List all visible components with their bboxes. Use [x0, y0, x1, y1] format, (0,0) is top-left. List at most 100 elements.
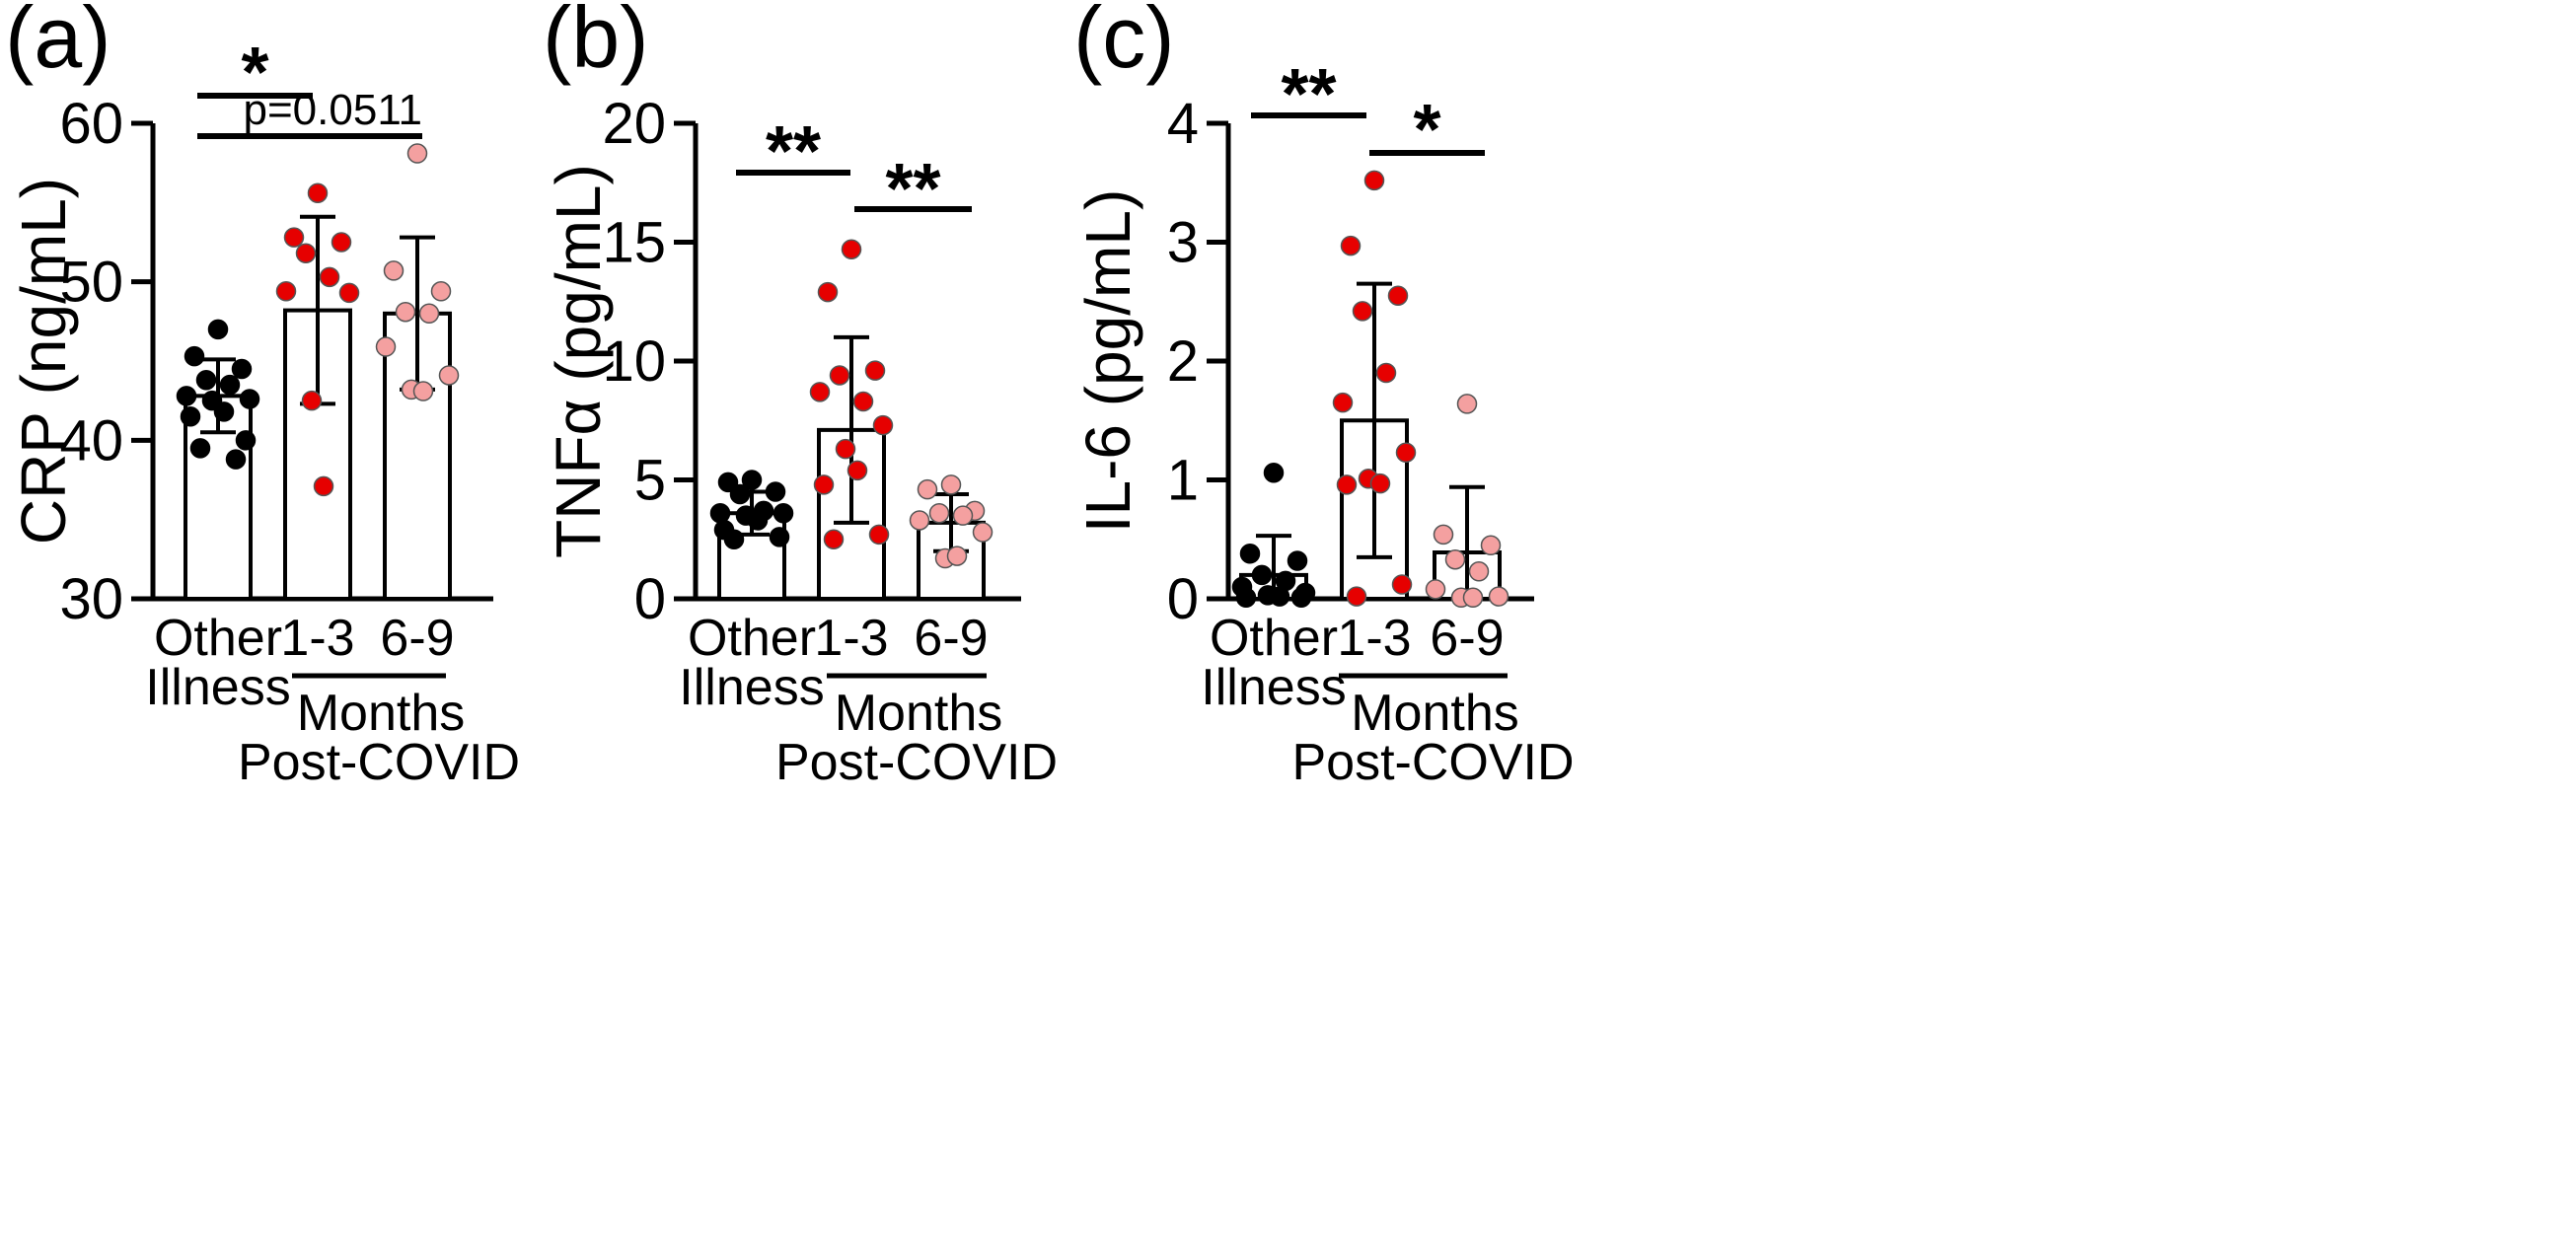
y-tick-label: 60 — [59, 92, 123, 156]
data-point — [1290, 587, 1312, 609]
group-label: Months — [835, 685, 1003, 742]
data-point — [301, 390, 323, 411]
data-point — [1346, 586, 1367, 607]
data-point — [872, 414, 894, 436]
panel-label: (b) — [543, 0, 649, 86]
data-point — [1462, 587, 1484, 609]
data-point — [841, 239, 862, 259]
y-tick-label: 1 — [1167, 449, 1199, 513]
data-point — [1369, 473, 1391, 494]
y-tick-label: 40 — [59, 408, 123, 473]
y-tick-label: 0 — [1167, 567, 1199, 631]
y-tick-label: 4 — [1167, 92, 1199, 156]
data-point — [176, 386, 197, 406]
bar-2 — [1340, 418, 1409, 601]
data-point — [213, 401, 235, 422]
data-point — [1363, 170, 1385, 191]
data-point — [207, 319, 229, 340]
category-label: 6-9 — [1430, 610, 1504, 667]
panel-label: (c) — [1073, 0, 1175, 86]
category-label: 6-9 — [914, 610, 988, 667]
data-point — [189, 438, 211, 459]
data-point — [1433, 524, 1454, 546]
y-tick-label: 10 — [602, 329, 666, 394]
data-point — [747, 510, 769, 531]
data-point — [313, 475, 334, 497]
significance-marker: ** — [1281, 55, 1336, 134]
category-label: Other — [154, 610, 282, 667]
data-point — [1387, 285, 1409, 306]
data-point — [769, 527, 790, 547]
group-label: Post-COVID — [775, 734, 1058, 791]
data-point — [1251, 564, 1273, 586]
category-label: Other — [1210, 610, 1338, 667]
data-point — [307, 182, 329, 203]
data-point — [412, 381, 434, 401]
data-point — [817, 281, 839, 303]
data-point — [1391, 574, 1413, 595]
y-tick-label: 50 — [59, 251, 123, 315]
category-label: 1-3 — [1337, 610, 1411, 667]
category-label: 1-3 — [280, 610, 354, 667]
data-point — [1468, 561, 1490, 582]
y-tick-label: 0 — [634, 567, 666, 631]
data-point — [1395, 442, 1417, 464]
data-point — [765, 481, 786, 502]
data-point — [1456, 394, 1478, 414]
y-tick-label: 30 — [59, 567, 123, 631]
data-point — [1269, 586, 1290, 607]
data-point — [940, 474, 962, 495]
data-point — [1336, 474, 1358, 495]
data-point — [823, 529, 845, 549]
data-point — [235, 430, 257, 451]
data-point — [1235, 587, 1257, 609]
data-point — [829, 365, 850, 386]
group-label: Months — [1351, 685, 1519, 742]
y-tick-label: 3 — [1167, 211, 1199, 275]
data-point — [438, 365, 460, 386]
data-point — [295, 243, 317, 263]
data-point — [1287, 550, 1308, 571]
data-point — [283, 227, 305, 248]
category-label: Illness — [679, 659, 824, 716]
y-tick-label: 2 — [1167, 329, 1199, 394]
data-point — [406, 143, 428, 164]
data-point — [868, 524, 890, 546]
data-point — [418, 303, 440, 325]
data-point — [338, 282, 360, 304]
data-point — [928, 502, 950, 524]
data-point — [1263, 463, 1285, 483]
data-point — [709, 502, 731, 524]
data-point — [184, 345, 205, 367]
data-point — [180, 405, 201, 427]
data-point — [231, 358, 253, 380]
data-point — [239, 389, 260, 409]
data-point — [195, 370, 217, 391]
category-label: Other — [688, 610, 816, 667]
data-point — [946, 546, 968, 566]
data-point — [729, 483, 751, 505]
data-point — [430, 281, 452, 302]
data-point — [846, 460, 868, 481]
data-point — [1488, 586, 1509, 607]
data-point — [331, 232, 352, 253]
category-label: 1-3 — [814, 610, 888, 667]
y-axis-label: IL-6 (pg/mL) — [1072, 189, 1143, 534]
group-label: Months — [297, 685, 466, 742]
data-point — [917, 478, 938, 500]
significance-marker: * — [241, 34, 268, 112]
data-point — [1375, 362, 1397, 384]
data-point — [835, 438, 856, 460]
group-label: Post-COVID — [1291, 734, 1574, 791]
data-point — [723, 529, 745, 549]
significance-pvalue: p=0.0511 — [244, 86, 422, 134]
data-point — [275, 281, 297, 302]
data-point — [1239, 543, 1261, 564]
data-point — [1332, 392, 1354, 413]
category-label: 6-9 — [380, 610, 454, 667]
y-axis-label: TNFα (pg/mL) — [543, 164, 614, 558]
